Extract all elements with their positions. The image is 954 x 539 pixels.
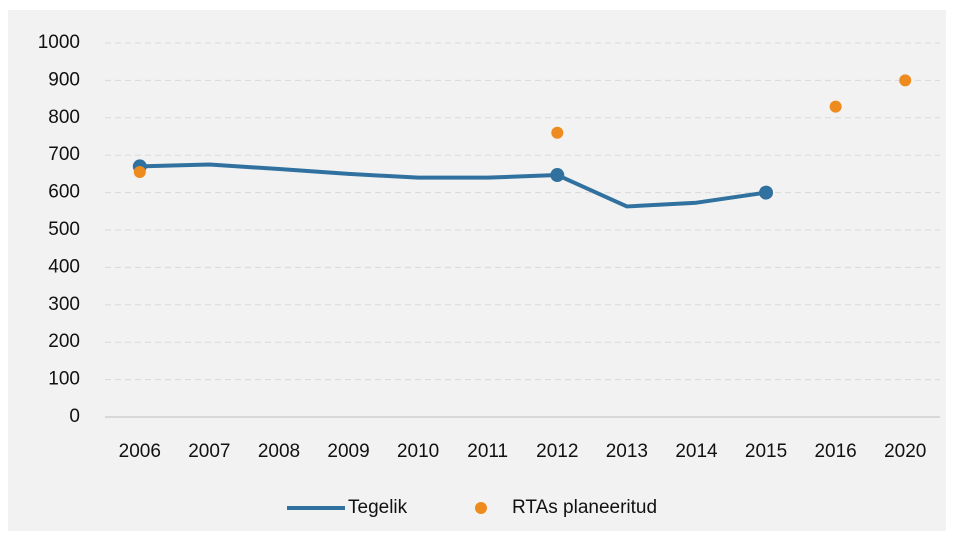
x-tick-label: 2011 [467, 441, 508, 462]
y-tick-label: 400 [48, 256, 80, 277]
point [551, 126, 564, 139]
y-tick-label: 700 [48, 144, 80, 165]
x-tick-label: 2012 [536, 441, 578, 462]
y-tick-label: 300 [48, 294, 80, 315]
legend-label: RTAs planeeritud [512, 497, 657, 518]
point [829, 100, 842, 113]
x-tick-label: 2008 [258, 441, 300, 462]
legend-swatch [475, 502, 487, 514]
y-tick-label: 1000 [38, 32, 80, 53]
line-marker [550, 168, 565, 183]
y-tick-label: 500 [48, 219, 80, 240]
y-tick-label: 0 [69, 406, 80, 427]
x-tick-label: 2010 [397, 441, 439, 462]
y-tick-label: 200 [48, 331, 80, 352]
x-tick-label: 2013 [606, 441, 648, 462]
x-tick-label: 2015 [745, 441, 787, 462]
x-tick-label: 2014 [675, 441, 718, 462]
x-tick-label: 2020 [884, 441, 926, 462]
chart-background [8, 10, 946, 531]
line [139, 162, 767, 209]
point [899, 74, 912, 87]
x-tick-label: 2006 [119, 441, 161, 462]
point [133, 166, 146, 179]
y-tick-label: 800 [48, 107, 80, 128]
y-tick-label: 100 [48, 369, 80, 390]
y-tick-label: 900 [48, 69, 80, 90]
x-tick-label: 2007 [188, 441, 230, 462]
x-tick-label: 2016 [814, 441, 856, 462]
legend-label: Tegelik [348, 497, 408, 518]
y-tick-label: 600 [48, 182, 80, 203]
line-marker [759, 185, 774, 200]
x-tick-label: 2009 [327, 441, 369, 462]
